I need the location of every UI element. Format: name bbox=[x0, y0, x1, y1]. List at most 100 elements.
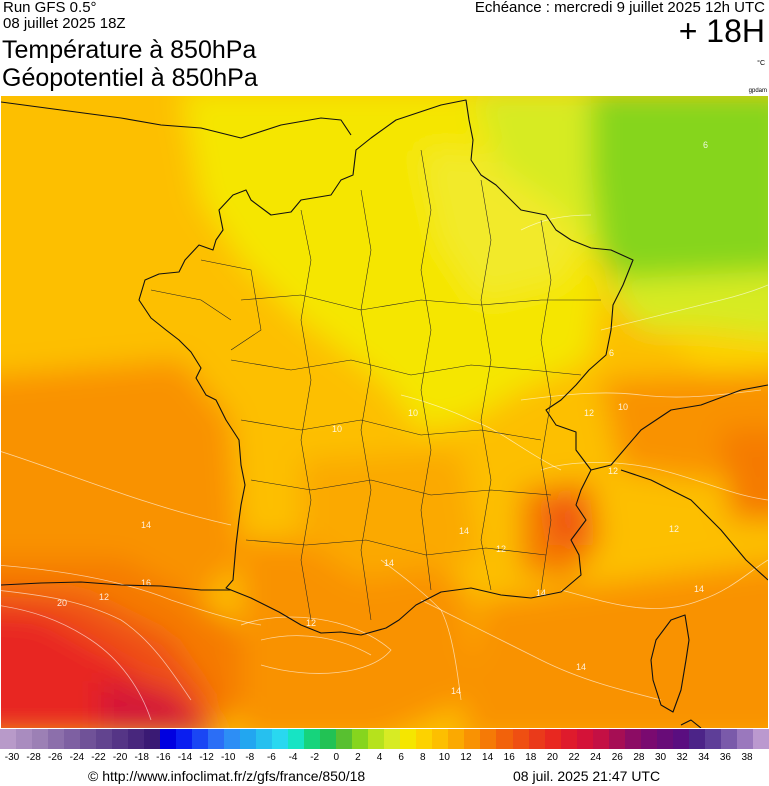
legend-swatch bbox=[416, 729, 433, 749]
legend-swatch bbox=[112, 729, 129, 749]
contour-label: 14 bbox=[459, 526, 469, 536]
legend-swatch bbox=[272, 729, 289, 749]
source-url[interactable]: © http://www.infoclimat.fr/z/gfs/france/… bbox=[88, 768, 366, 784]
legend-swatch bbox=[352, 729, 369, 749]
legend-tick-label: 24 bbox=[590, 752, 602, 763]
legend-swatch bbox=[576, 729, 593, 749]
legend-swatch bbox=[80, 729, 97, 749]
legend-tick-label: 32 bbox=[676, 752, 688, 763]
contour-label: 12 bbox=[99, 592, 109, 602]
legend-swatch bbox=[432, 729, 449, 749]
contour-label: 14 bbox=[694, 584, 704, 594]
france-outline bbox=[138, 99, 634, 636]
forecast-valid-time: Echéance : mercredi 9 juillet 2025 12h U… bbox=[474, 0, 765, 16]
contour-label: 12 bbox=[584, 408, 594, 418]
isotherm-contours bbox=[1, 214, 768, 721]
legend-swatch bbox=[208, 729, 225, 749]
legend-swatch bbox=[672, 729, 689, 749]
legend-tick-label: -2 bbox=[310, 752, 320, 763]
legend-swatch bbox=[448, 729, 465, 749]
legend-swatch bbox=[96, 729, 113, 749]
legend-tick-label: -24 bbox=[69, 752, 85, 763]
legend-swatch bbox=[144, 729, 161, 749]
legend-swatch bbox=[736, 729, 753, 749]
contour-label: 12 bbox=[669, 524, 679, 534]
legend-swatch bbox=[336, 729, 353, 749]
legend-tick-label: 26 bbox=[611, 752, 623, 763]
legend-swatch bbox=[288, 729, 305, 749]
legend-tick-label: 6 bbox=[398, 752, 404, 763]
legend-tick-label: 28 bbox=[633, 752, 645, 763]
unit-label: °C bbox=[757, 60, 765, 67]
contour-label: 14 bbox=[451, 686, 461, 696]
legend-swatch bbox=[48, 729, 65, 749]
spain-coast bbox=[1, 581, 231, 591]
department-borders bbox=[150, 149, 601, 621]
legend-swatch bbox=[192, 729, 209, 749]
legend-swatch bbox=[480, 729, 497, 749]
contour-label: 12 bbox=[608, 466, 618, 476]
legend-swatch bbox=[176, 729, 193, 749]
run-label: Run GFS 0.5° bbox=[3, 0, 97, 16]
generation-time: 08 juil. 2025 21:47 UTC bbox=[513, 768, 661, 784]
legend-tick-label: -18 bbox=[134, 752, 149, 763]
map-title-temperature: Température à 850hPa bbox=[2, 36, 257, 64]
legend-swatch bbox=[512, 729, 529, 749]
legend-swatch bbox=[528, 729, 545, 749]
legend-swatch bbox=[640, 729, 657, 749]
legend-tick-label: -30 bbox=[4, 752, 20, 763]
legend-swatch bbox=[656, 729, 673, 749]
legend-swatch bbox=[496, 729, 513, 749]
legend-swatch bbox=[128, 729, 145, 749]
legend-tick-label: 34 bbox=[698, 752, 710, 763]
coastline-borders bbox=[1, 99, 768, 728]
legend-tick-label: -8 bbox=[245, 752, 255, 763]
legend-tick-label: -6 bbox=[266, 752, 276, 763]
legend-swatch bbox=[704, 729, 721, 749]
legend-swatch bbox=[592, 729, 609, 749]
run-date: 08 juillet 2025 18Z bbox=[3, 15, 126, 32]
legend-swatch bbox=[464, 729, 481, 749]
contour-label: 20 bbox=[57, 598, 67, 608]
map-title-geopotential: Géopotentiel à 850hPa bbox=[2, 64, 258, 92]
legend-tick-label: 14 bbox=[482, 752, 494, 763]
legend-swatch bbox=[256, 729, 273, 749]
legend-tick-label: 4 bbox=[376, 752, 383, 763]
legend-swatch bbox=[240, 729, 257, 749]
legend-swatch bbox=[16, 729, 33, 749]
temperature-color-field bbox=[1, 96, 768, 728]
legend-swatch bbox=[608, 729, 625, 749]
legend-swatch bbox=[32, 729, 49, 749]
legend-swatch bbox=[688, 729, 705, 749]
legend-tick-label: 12 bbox=[460, 752, 472, 763]
contour-label: 12 bbox=[496, 544, 506, 554]
legend-swatch bbox=[304, 729, 321, 749]
italy-west-coast bbox=[620, 469, 768, 581]
england-coast bbox=[1, 101, 352, 139]
forecast-map: 6 6 10 10 10 12 12 12 12 12 12 14 14 14 … bbox=[1, 96, 768, 728]
sardinia-outline bbox=[680, 719, 702, 728]
legend-swatch bbox=[320, 729, 337, 749]
forecast-offset: + 18H bbox=[678, 13, 765, 49]
legend-tick-label: -4 bbox=[288, 752, 298, 763]
legend-swatch bbox=[0, 729, 17, 749]
legend-tick-label: 16 bbox=[503, 752, 515, 763]
temperature-field-svg: 6 6 10 10 10 12 12 12 12 12 12 14 14 14 … bbox=[1, 96, 768, 728]
legend-tick-label: 8 bbox=[419, 752, 426, 763]
italy-coast bbox=[590, 384, 768, 471]
contour-label: 14 bbox=[576, 662, 586, 672]
legend-swatch bbox=[160, 729, 177, 749]
legend-swatch bbox=[720, 729, 737, 749]
contour-label: 16 bbox=[141, 578, 151, 588]
legend-tick-label: -10 bbox=[220, 752, 236, 763]
legend-tick-label: -28 bbox=[26, 752, 41, 763]
legend-tick-label: 38 bbox=[741, 752, 753, 763]
legend-tick-label: -26 bbox=[48, 752, 63, 763]
legend-swatch bbox=[224, 729, 241, 749]
legend-tick-label: -20 bbox=[112, 752, 128, 763]
legend-tick-label: 0 bbox=[333, 752, 340, 763]
legend-swatch bbox=[544, 729, 561, 749]
color-scale-ticks: -30 -28 -26 -24 -22 -20 -18 -16 -14 -12 -10 -8 -6 -4-… bbox=[0, 752, 769, 764]
legend-swatch bbox=[752, 729, 769, 749]
small-credit: gpdam bbox=[748, 88, 767, 94]
